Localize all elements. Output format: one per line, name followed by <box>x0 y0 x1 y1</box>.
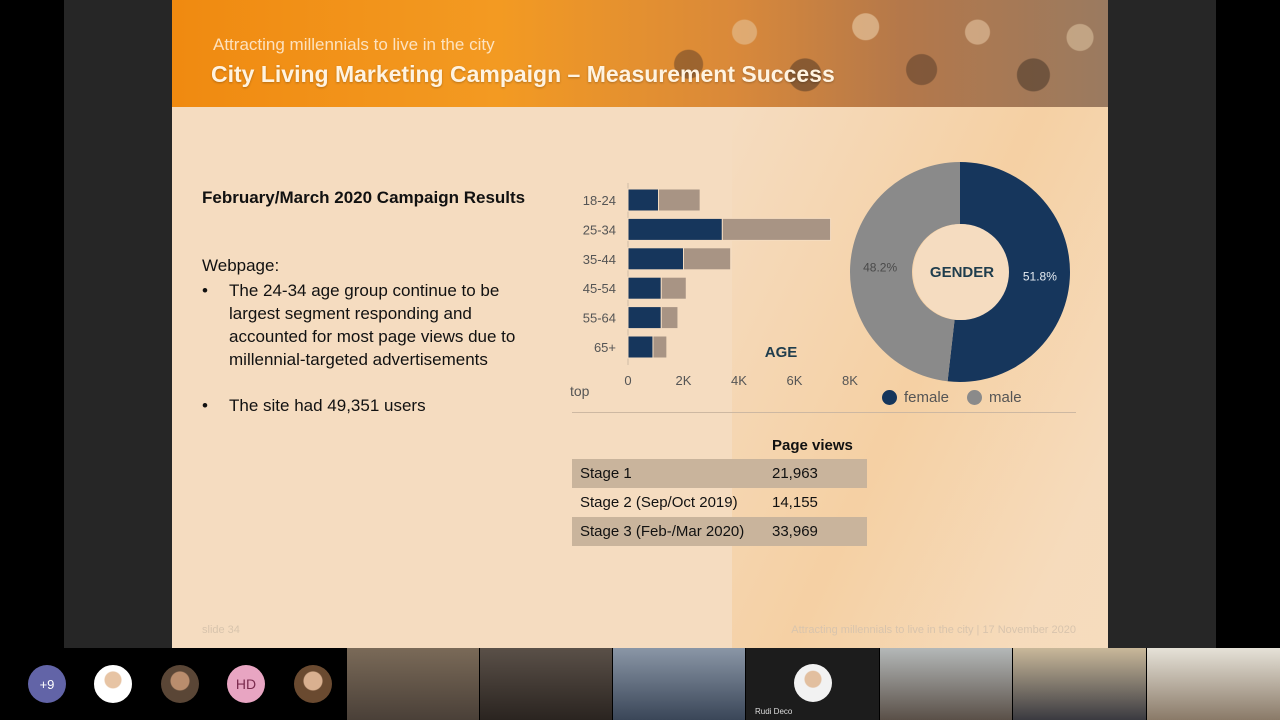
legend-item-male: male <box>967 389 1022 406</box>
participant-initials-avatar[interactable]: HD <box>227 665 265 703</box>
banner-subtitle: Attracting millennials to live in the ci… <box>213 35 495 54</box>
bullet-text: The site had 49,351 users <box>229 396 426 415</box>
legend-label-male: male <box>989 389 1022 406</box>
slide-footer: Attracting millennials to live in the ci… <box>791 624 1076 636</box>
shared-slide: Attracting millennials to live in the ci… <box>172 0 1108 648</box>
participant-video-tile[interactable] <box>347 648 479 720</box>
age-bar-chart: 18-24 25-34 35-44 45-54 55-64 65+ 0 2K 4K 6K 8K AGE… <box>570 183 858 399</box>
results-title: February/March 2020 Campaign Results <box>202 188 526 207</box>
participant-avatar <box>794 664 832 702</box>
age-bar-female <box>627 306 662 330</box>
chart-area: 18-24 25-34 35-44 45-54 55-64 65+ 0 2K 4K 6K 8K AGE… <box>562 155 1076 413</box>
age-bar-male <box>721 217 832 241</box>
more-participants-button[interactable]: +9 <box>28 665 66 703</box>
table-row: Stage 2 (Sep/Oct 2019) 14,155 <box>572 488 867 517</box>
age-category-label: 25-34 <box>583 222 616 237</box>
views-cell: 33,969 <box>772 523 818 540</box>
table-row: Stage 1 21,963 <box>572 459 867 488</box>
legend-label-female: female <box>904 389 950 406</box>
legend-swatch-male <box>967 390 983 405</box>
slide-banner: Attracting millennials to live in the ci… <box>172 0 1108 107</box>
banner-title: City Living Marketing Campaign – Measure… <box>211 61 835 87</box>
age-bar-male <box>660 306 679 330</box>
legend-item-female: female <box>882 389 949 406</box>
age-category-label: 35-44 <box>583 252 616 267</box>
age-bar-female <box>627 188 660 212</box>
x-tick-label: 6K <box>787 373 803 388</box>
corner-label: top <box>570 383 590 399</box>
bullet-dot: • <box>202 396 208 415</box>
age-bar-male <box>658 188 701 212</box>
x-tick-label: 4K <box>731 373 747 388</box>
participant-video-tile[interactable] <box>1013 648 1146 720</box>
participant-avatar[interactable] <box>94 665 132 703</box>
age-bar-male <box>683 247 732 271</box>
banner-crowd-photo <box>642 0 1108 107</box>
stage-cell: Stage 3 (Feb-/Mar 2020) <box>580 523 745 540</box>
webpage-label: Webpage: <box>202 256 280 275</box>
participant-name-label: Rudi Deco <box>755 707 793 716</box>
participant-video-tile[interactable] <box>613 648 745 720</box>
chart-divider <box>572 412 1076 413</box>
bullet-dot: • <box>202 281 208 300</box>
gender-slice-male <box>850 162 960 382</box>
page-views-header: Page views <box>772 437 853 454</box>
left-letterbox <box>64 0 172 648</box>
age-category-label: 55-64 <box>583 311 616 326</box>
table-row: Stage 3 (Feb-/Mar 2020) 33,969 <box>572 517 867 546</box>
x-tick-label: 8K <box>842 373 858 388</box>
views-cell: 14,155 <box>772 494 818 511</box>
stage-cell: Stage 1 <box>580 465 632 482</box>
page-views-table: Page views Stage 1 21,963 Stage 2 (Sep/O… <box>572 435 867 546</box>
participant-video-tile[interactable] <box>746 648 879 720</box>
age-category-label: 65+ <box>594 340 616 355</box>
age-chart-title: AGE <box>765 344 798 361</box>
x-tick-label: 0 <box>624 373 631 388</box>
participant-avatar[interactable] <box>161 665 199 703</box>
chart-legend: female male <box>882 389 1022 406</box>
x-tick-label: 2K <box>676 373 692 388</box>
age-bar-female <box>627 276 662 300</box>
age-bar-female <box>627 247 684 271</box>
age-bar-male <box>660 276 687 300</box>
gender-slice-label: 48.2% <box>863 260 897 274</box>
age-category-label: 18-24 <box>583 193 616 208</box>
age-bar-female <box>627 335 654 359</box>
bullet-text: The 24-34 age group continue to be large… <box>229 281 516 369</box>
slide-number: slide 34 <box>202 624 240 636</box>
participant-video-tile[interactable] <box>880 648 1012 720</box>
stage-cell: Stage 2 (Sep/Oct 2019) <box>580 494 738 511</box>
right-letterbox <box>1108 0 1216 648</box>
gender-donut-chart: 51.8% 48.2% GENDER <box>850 162 1070 382</box>
age-bar-female <box>627 217 723 241</box>
table-header: Page views <box>572 435 867 459</box>
legend-swatch-female <box>882 390 897 405</box>
age-category-label: 45-54 <box>583 281 616 296</box>
participant-video-tile[interactable] <box>480 648 612 720</box>
participant-video-tile[interactable] <box>1147 648 1280 720</box>
views-cell: 21,963 <box>772 465 818 482</box>
age-bar-male <box>652 335 668 359</box>
participant-avatar[interactable] <box>294 665 332 703</box>
gender-slice-label: 51.8% <box>1023 270 1057 284</box>
gender-chart-title: GENDER <box>930 264 994 281</box>
donut-hole <box>913 224 1009 320</box>
